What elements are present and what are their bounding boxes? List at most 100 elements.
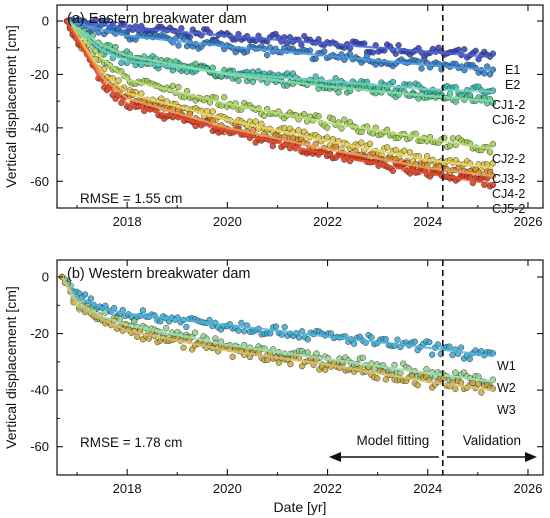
data-point xyxy=(394,336,401,343)
data-point xyxy=(429,351,436,358)
data-point xyxy=(275,359,283,366)
y-axis-label: Vertical displacement [cm] xyxy=(3,286,19,449)
data-point xyxy=(364,52,371,59)
x-tick-label: 2020 xyxy=(213,481,242,496)
series-label-cj5-2: CJ5-2 xyxy=(492,202,525,216)
data-point xyxy=(406,149,414,156)
y-tick-label: -60 xyxy=(30,174,49,189)
x-tick-label: 2026 xyxy=(514,481,543,496)
data-point xyxy=(103,17,111,24)
data-point xyxy=(461,46,468,53)
x-tick-label: 2018 xyxy=(113,481,142,496)
data-point xyxy=(241,328,248,335)
data-point xyxy=(392,146,399,154)
data-point xyxy=(296,334,303,341)
x-tick-label: 2022 xyxy=(313,481,342,496)
fit-line-w2 xyxy=(60,276,494,383)
series-label-w1: W1 xyxy=(497,359,516,373)
data-point xyxy=(366,140,374,147)
data-point xyxy=(481,70,488,77)
data-point xyxy=(446,90,454,97)
data-point xyxy=(315,36,322,43)
data-point xyxy=(180,344,187,351)
data-point xyxy=(411,338,418,345)
data-point xyxy=(475,380,482,387)
data-point xyxy=(418,65,425,72)
data-point xyxy=(350,340,358,347)
data-point xyxy=(341,116,348,123)
plot-frame xyxy=(56,4,544,209)
fit-line-e1 xyxy=(66,19,493,59)
series-label-cj3-2: CJ3-2 xyxy=(492,172,525,186)
y-axis-label: Vertical displacement [cm] xyxy=(3,25,19,188)
model-fitting-label: Model fitting xyxy=(356,433,429,448)
y-tick-label: -40 xyxy=(30,120,49,135)
rmse-label: RMSE = 1.55 cm xyxy=(80,191,182,206)
data-point xyxy=(455,164,462,171)
data-point xyxy=(263,52,271,59)
fit-line-w1 xyxy=(61,276,494,358)
data-point xyxy=(295,127,302,134)
data-point xyxy=(312,55,319,62)
data-point xyxy=(449,352,456,359)
data-point xyxy=(221,94,228,101)
data-point xyxy=(457,344,465,351)
y-tick-label: -40 xyxy=(30,383,49,398)
fit-line-cj2-2 xyxy=(66,20,494,151)
data-point xyxy=(397,369,404,377)
data-point xyxy=(449,135,457,142)
data-point xyxy=(252,118,259,125)
data-point xyxy=(287,361,294,368)
fit-line-cj1-2 xyxy=(66,20,493,94)
data-point xyxy=(369,49,376,56)
fit-line-w3 xyxy=(60,276,494,392)
data-point xyxy=(358,139,365,146)
data-point xyxy=(115,77,122,84)
data-point xyxy=(209,64,216,71)
data-point xyxy=(392,50,399,57)
data-point xyxy=(395,42,402,49)
data-point xyxy=(335,89,342,96)
x-tick-label: 2018 xyxy=(113,214,142,229)
series-label-cj6-2: CJ6-2 xyxy=(492,113,525,127)
series-label-w2: W2 xyxy=(497,381,516,395)
data-point xyxy=(446,343,453,350)
data-point xyxy=(323,134,331,141)
data-point xyxy=(486,71,494,78)
data-point xyxy=(209,108,216,115)
x-tick-label: 2024 xyxy=(413,481,442,496)
data-point xyxy=(489,140,497,148)
data-point xyxy=(434,341,442,348)
data-point xyxy=(235,77,242,84)
data-layer xyxy=(63,16,497,190)
data-point xyxy=(332,75,339,82)
panel-title: (b) Western breakwater dam xyxy=(67,266,250,282)
data-point xyxy=(183,68,191,75)
data-point xyxy=(82,291,89,298)
data-point xyxy=(384,144,391,151)
data-point xyxy=(269,142,276,150)
series-label-cj4-2: CJ4-2 xyxy=(492,187,525,201)
y-tick-label: -20 xyxy=(30,326,49,341)
validation-label: Validation xyxy=(463,433,521,448)
data-point xyxy=(261,112,268,119)
data-point xyxy=(289,134,296,142)
data-point xyxy=(304,336,311,343)
fit-line-e2 xyxy=(66,19,493,72)
data-point xyxy=(183,323,190,331)
data-point xyxy=(478,175,485,182)
data-point xyxy=(401,147,408,154)
x-axis-label: Date [yr] xyxy=(274,499,327,515)
series-label-e1: E1 xyxy=(505,63,520,77)
y-tick-label: -60 xyxy=(30,439,49,454)
rmse-label: RMSE = 1.78 cm xyxy=(80,435,182,450)
data-point xyxy=(389,78,396,86)
data-point xyxy=(359,354,366,361)
data-point xyxy=(389,167,396,175)
data-point xyxy=(169,82,176,89)
x-tick-label: 2026 xyxy=(514,214,543,229)
data-point xyxy=(426,339,433,346)
data-point xyxy=(249,78,256,85)
data-point xyxy=(175,42,182,49)
